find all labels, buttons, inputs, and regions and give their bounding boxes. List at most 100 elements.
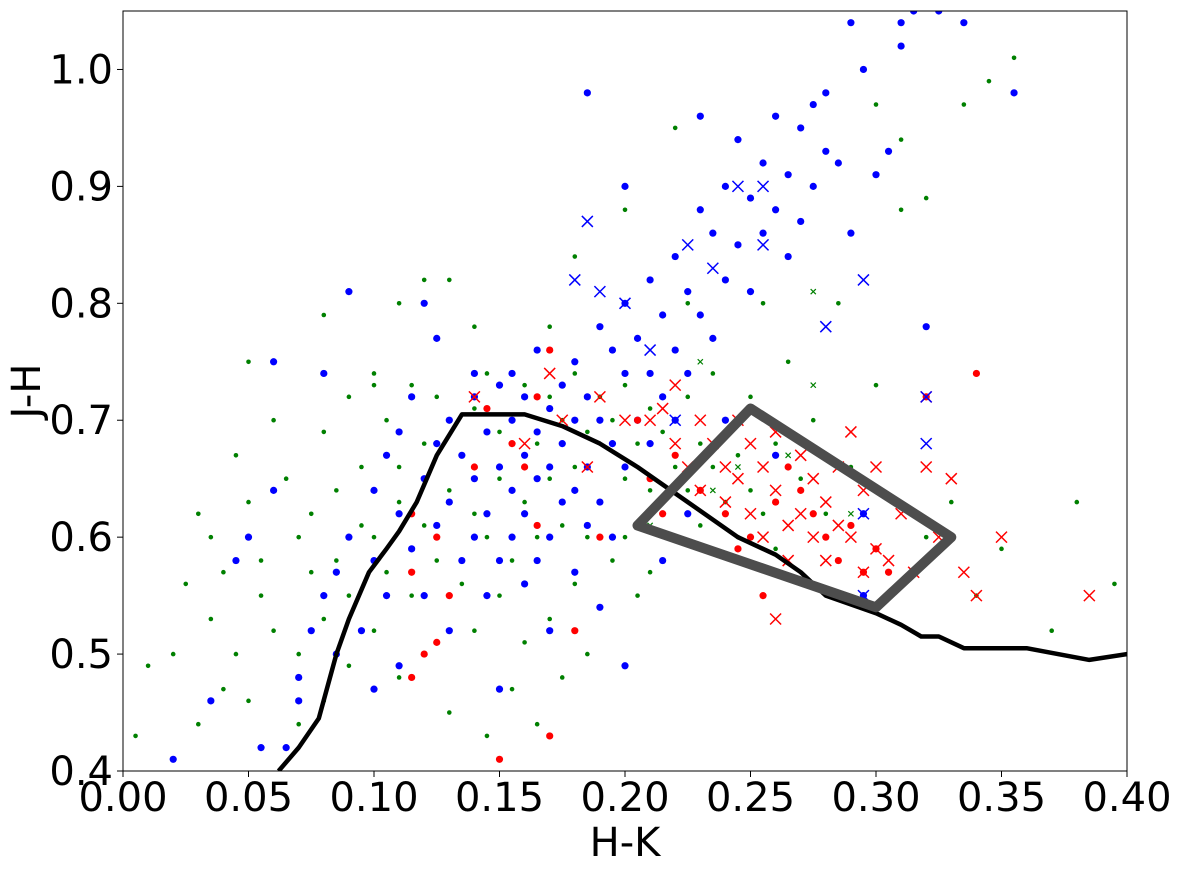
data-point [320,369,328,378]
data-point [409,593,414,598]
sequence-curve [276,412,1127,771]
data-point [321,429,327,435]
data-point [145,663,151,669]
data-point [669,414,682,427]
data-point [433,334,441,342]
data-point [382,592,391,600]
data-point [635,593,640,598]
data-point [596,416,604,424]
data-point [484,371,490,376]
data-point [960,19,968,27]
data-point [819,496,832,509]
x-tick-label: 0.35 [957,775,1046,821]
data-point [445,416,453,424]
data-point [784,171,792,179]
data-point [445,592,453,600]
data-point [659,393,667,401]
data-point [721,510,730,518]
data-point [522,382,527,388]
data-point [610,558,615,563]
data-point [709,487,716,494]
data-point [622,382,628,388]
data-point [873,382,879,388]
data-point [508,440,516,448]
data-point [409,382,414,388]
data-point [596,533,604,541]
data-point [859,65,868,74]
data-point [546,346,554,354]
data-point [684,288,692,296]
data-point [495,556,504,565]
data-point [470,463,478,471]
data-point [784,252,792,261]
data-point [644,414,657,427]
data-point [533,393,541,401]
data-point [483,592,491,600]
data-point [558,498,566,506]
data-point [447,277,452,283]
data-point [685,394,691,400]
data-point [258,593,264,598]
data-point [772,498,780,506]
data-point [797,486,805,494]
data-point [546,463,554,471]
data-point [533,346,541,354]
data-point [748,394,753,400]
data-point [920,460,933,474]
data-point [920,390,933,403]
data-point [283,476,289,481]
data-point [798,476,803,481]
data-point [534,441,540,446]
x-tick-label: 0.00 [78,775,167,821]
data-point [233,453,239,458]
data-point [785,452,792,459]
data-point [470,475,478,483]
data-point [508,369,516,378]
data-point [420,592,428,600]
data-point [710,464,716,470]
data-point [321,312,327,318]
data-point [445,498,453,506]
data-point [547,476,552,481]
data-point [296,651,302,657]
data-point [873,102,879,107]
data-point [593,285,606,298]
data-point [472,628,477,633]
data-point [571,358,579,366]
data-point [458,451,466,459]
data-point [207,697,215,705]
data-point [823,511,829,517]
data-point [610,417,615,423]
data-point [547,616,552,622]
data-point [847,229,855,237]
data-point [672,464,678,470]
data-point [660,429,665,435]
data-point [484,534,490,540]
data-point [757,180,770,193]
data-point [384,569,389,575]
y-tick-label: 0.6 [49,515,113,561]
data-point [622,534,628,540]
data-point [656,402,669,415]
data-points [133,11,1117,763]
data-point [622,476,628,481]
data-point [585,534,590,540]
data-point [694,484,707,497]
data-point [834,159,842,167]
data-point [882,554,895,567]
selection-box [632,403,957,613]
data-point [196,721,201,727]
data-point [709,229,717,237]
data-point [370,685,378,693]
data-point [583,89,591,97]
data-point [497,593,502,598]
data-point [534,721,540,727]
data-point [568,273,581,286]
data-point [596,323,604,331]
data-point [558,381,566,389]
data-point [986,78,992,84]
data-point [719,496,732,509]
data-point [458,556,466,565]
data-point [784,463,792,471]
data-point [659,556,667,565]
